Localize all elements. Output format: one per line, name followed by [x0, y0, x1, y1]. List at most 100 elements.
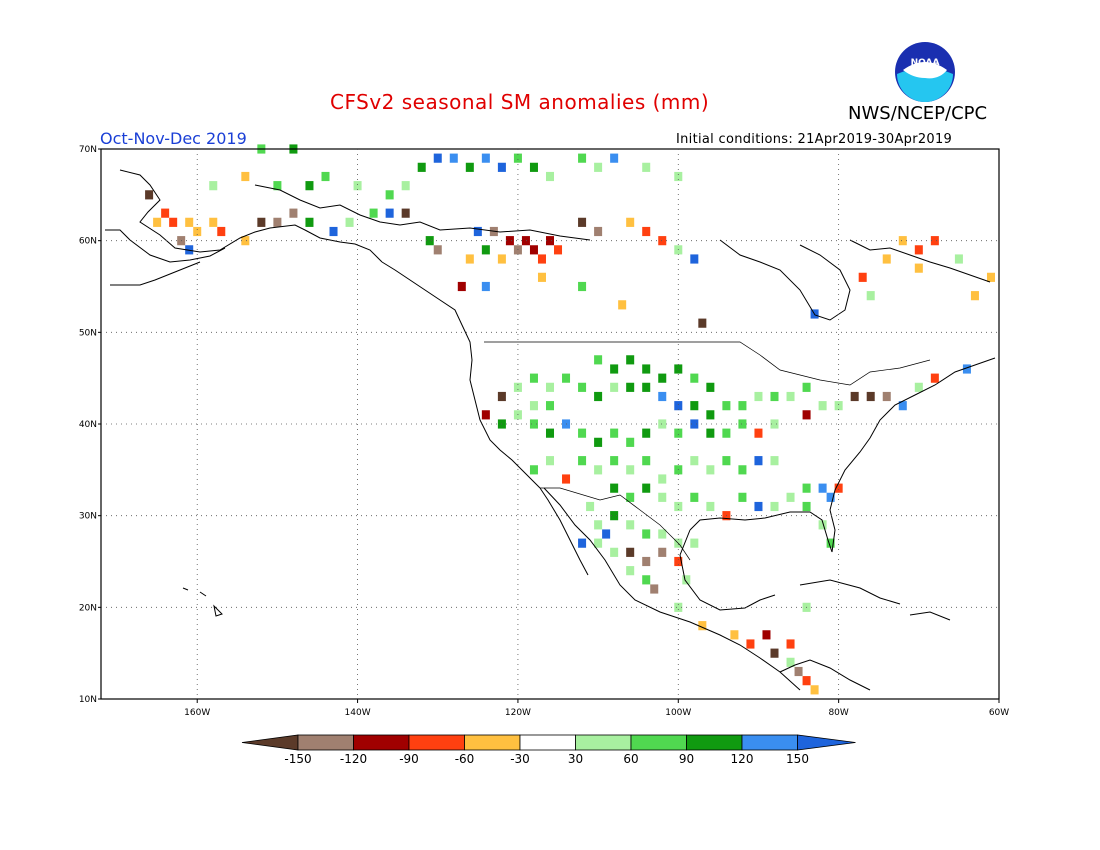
- anomaly-cell: [722, 456, 731, 466]
- anomaly-cell: [690, 401, 699, 411]
- anomaly-cell: [169, 217, 178, 227]
- anomaly-cell: [529, 465, 538, 475]
- anomaly-cell: [754, 391, 763, 402]
- colorbar-bin: [297, 734, 354, 751]
- anomaly-cell: [674, 602, 683, 612]
- anomaly-cell: [481, 281, 490, 292]
- anomaly-cell: [241, 171, 250, 182]
- colorbar-bin: [464, 734, 521, 751]
- anomaly-cell: [802, 676, 811, 686]
- colorbar-label: -30: [510, 752, 530, 766]
- anomaly-cell: [786, 492, 795, 502]
- anomaly-cell: [658, 373, 667, 383]
- anomaly-cell: [578, 281, 587, 292]
- anomaly-cell: [161, 208, 170, 218]
- anomaly-cell: [738, 419, 747, 429]
- anomaly-cell: [746, 639, 755, 649]
- colorbar-bin: [575, 734, 632, 751]
- anomaly-cell: [642, 556, 651, 567]
- anomaly-cell: [305, 217, 314, 227]
- colorbar-label: 60: [623, 752, 638, 766]
- anomaly-cell: [690, 373, 699, 383]
- colorbar-label: 90: [679, 752, 694, 766]
- anomaly-cell: [730, 630, 739, 640]
- anomaly-cell: [642, 428, 651, 438]
- colorbar-label: -90: [399, 752, 419, 766]
- season-label: Oct-Nov-Dec 2019: [100, 129, 247, 148]
- anomaly-cell: [529, 162, 538, 172]
- anomaly-cell: [762, 630, 771, 640]
- anomaly-cell: [954, 254, 963, 264]
- anomaly-cell: [802, 501, 811, 512]
- anomaly-cell: [866, 291, 875, 301]
- anomaly-cell: [826, 538, 835, 548]
- anomaly-cell: [802, 483, 811, 493]
- anomaly-cell: [618, 300, 627, 310]
- anomaly-cell: [602, 529, 611, 539]
- lon-tick-label: 80W: [828, 708, 848, 718]
- anomaly-cell: [706, 410, 715, 420]
- anomaly-cell: [626, 547, 635, 557]
- anomaly-cell: [513, 153, 522, 163]
- anomaly-cell: [698, 318, 707, 328]
- anomaly-cell: [433, 245, 442, 255]
- anomaly-cell: [610, 364, 619, 374]
- anomaly-cell: [545, 456, 555, 466]
- anomaly-cell: [698, 621, 707, 631]
- anomaly-cell: [850, 391, 859, 402]
- anomaly-cell: [433, 153, 442, 163]
- colorbar-label: 150: [786, 752, 809, 766]
- anomaly-cell: [650, 584, 659, 594]
- anomaly-cell: [642, 162, 651, 172]
- anomaly-cell: [417, 162, 426, 172]
- colorbar: -150 -120 -90 -60 -30 30 60 90 120 150: [241, 734, 856, 766]
- lon-tick-label: 120W: [505, 708, 531, 718]
- anomaly-cell: [642, 226, 651, 237]
- anomaly-cell: [497, 254, 506, 264]
- anomaly-cell: [521, 236, 530, 246]
- colorbar-bin: [686, 734, 743, 751]
- anomaly-cell: [562, 373, 571, 383]
- colorbar-label: -60: [455, 752, 475, 766]
- anomaly-cell: [537, 272, 546, 282]
- anomaly-cell: [529, 401, 538, 411]
- anomaly-cell: [658, 474, 667, 484]
- anomaly-cell: [658, 391, 667, 402]
- anomaly-cell: [642, 483, 651, 493]
- anomaly-cell: [690, 456, 699, 466]
- anomaly-cell: [193, 226, 202, 237]
- anomaly-cell: [658, 529, 667, 539]
- anomaly-cell: [473, 226, 482, 237]
- chart-title: CFSv2 seasonal SM anomalies (mm): [330, 90, 710, 114]
- anomaly-cell: [513, 382, 522, 392]
- political-borders: [484, 341, 931, 561]
- anomaly-cell: [802, 410, 811, 420]
- graticule: [101, 149, 999, 699]
- anomaly-cell: [882, 391, 891, 402]
- anomaly-cell: [914, 245, 923, 255]
- anomaly-cell: [626, 465, 635, 475]
- anomaly-cell: [610, 382, 619, 392]
- anomaly-cell: [505, 236, 514, 246]
- lat-tick-label: 10N: [79, 695, 97, 705]
- anomaly-cell: [802, 382, 811, 392]
- anomaly-cell: [642, 575, 651, 585]
- anomaly-cell: [562, 474, 571, 484]
- anomaly-cell: [578, 217, 587, 227]
- anomaly-cell: [425, 236, 434, 246]
- anomaly-cell: [594, 538, 603, 548]
- lat-tick-label: 60N: [79, 237, 97, 247]
- anomaly-cell: [826, 492, 835, 502]
- anomaly-cell: [626, 437, 635, 447]
- anomaly-cell: [385, 190, 394, 200]
- anomaly-cell: [273, 181, 282, 191]
- anomaly-cell: [578, 538, 587, 548]
- anomaly-cell: [289, 208, 298, 218]
- anomaly-cell: [658, 492, 667, 502]
- anomaly-cell: [594, 355, 603, 365]
- anomaly-cell: [401, 181, 410, 191]
- anomaly-cell: [610, 456, 619, 466]
- lon-tick-label: 60W: [989, 708, 1009, 718]
- colorbar-bin: [741, 734, 798, 751]
